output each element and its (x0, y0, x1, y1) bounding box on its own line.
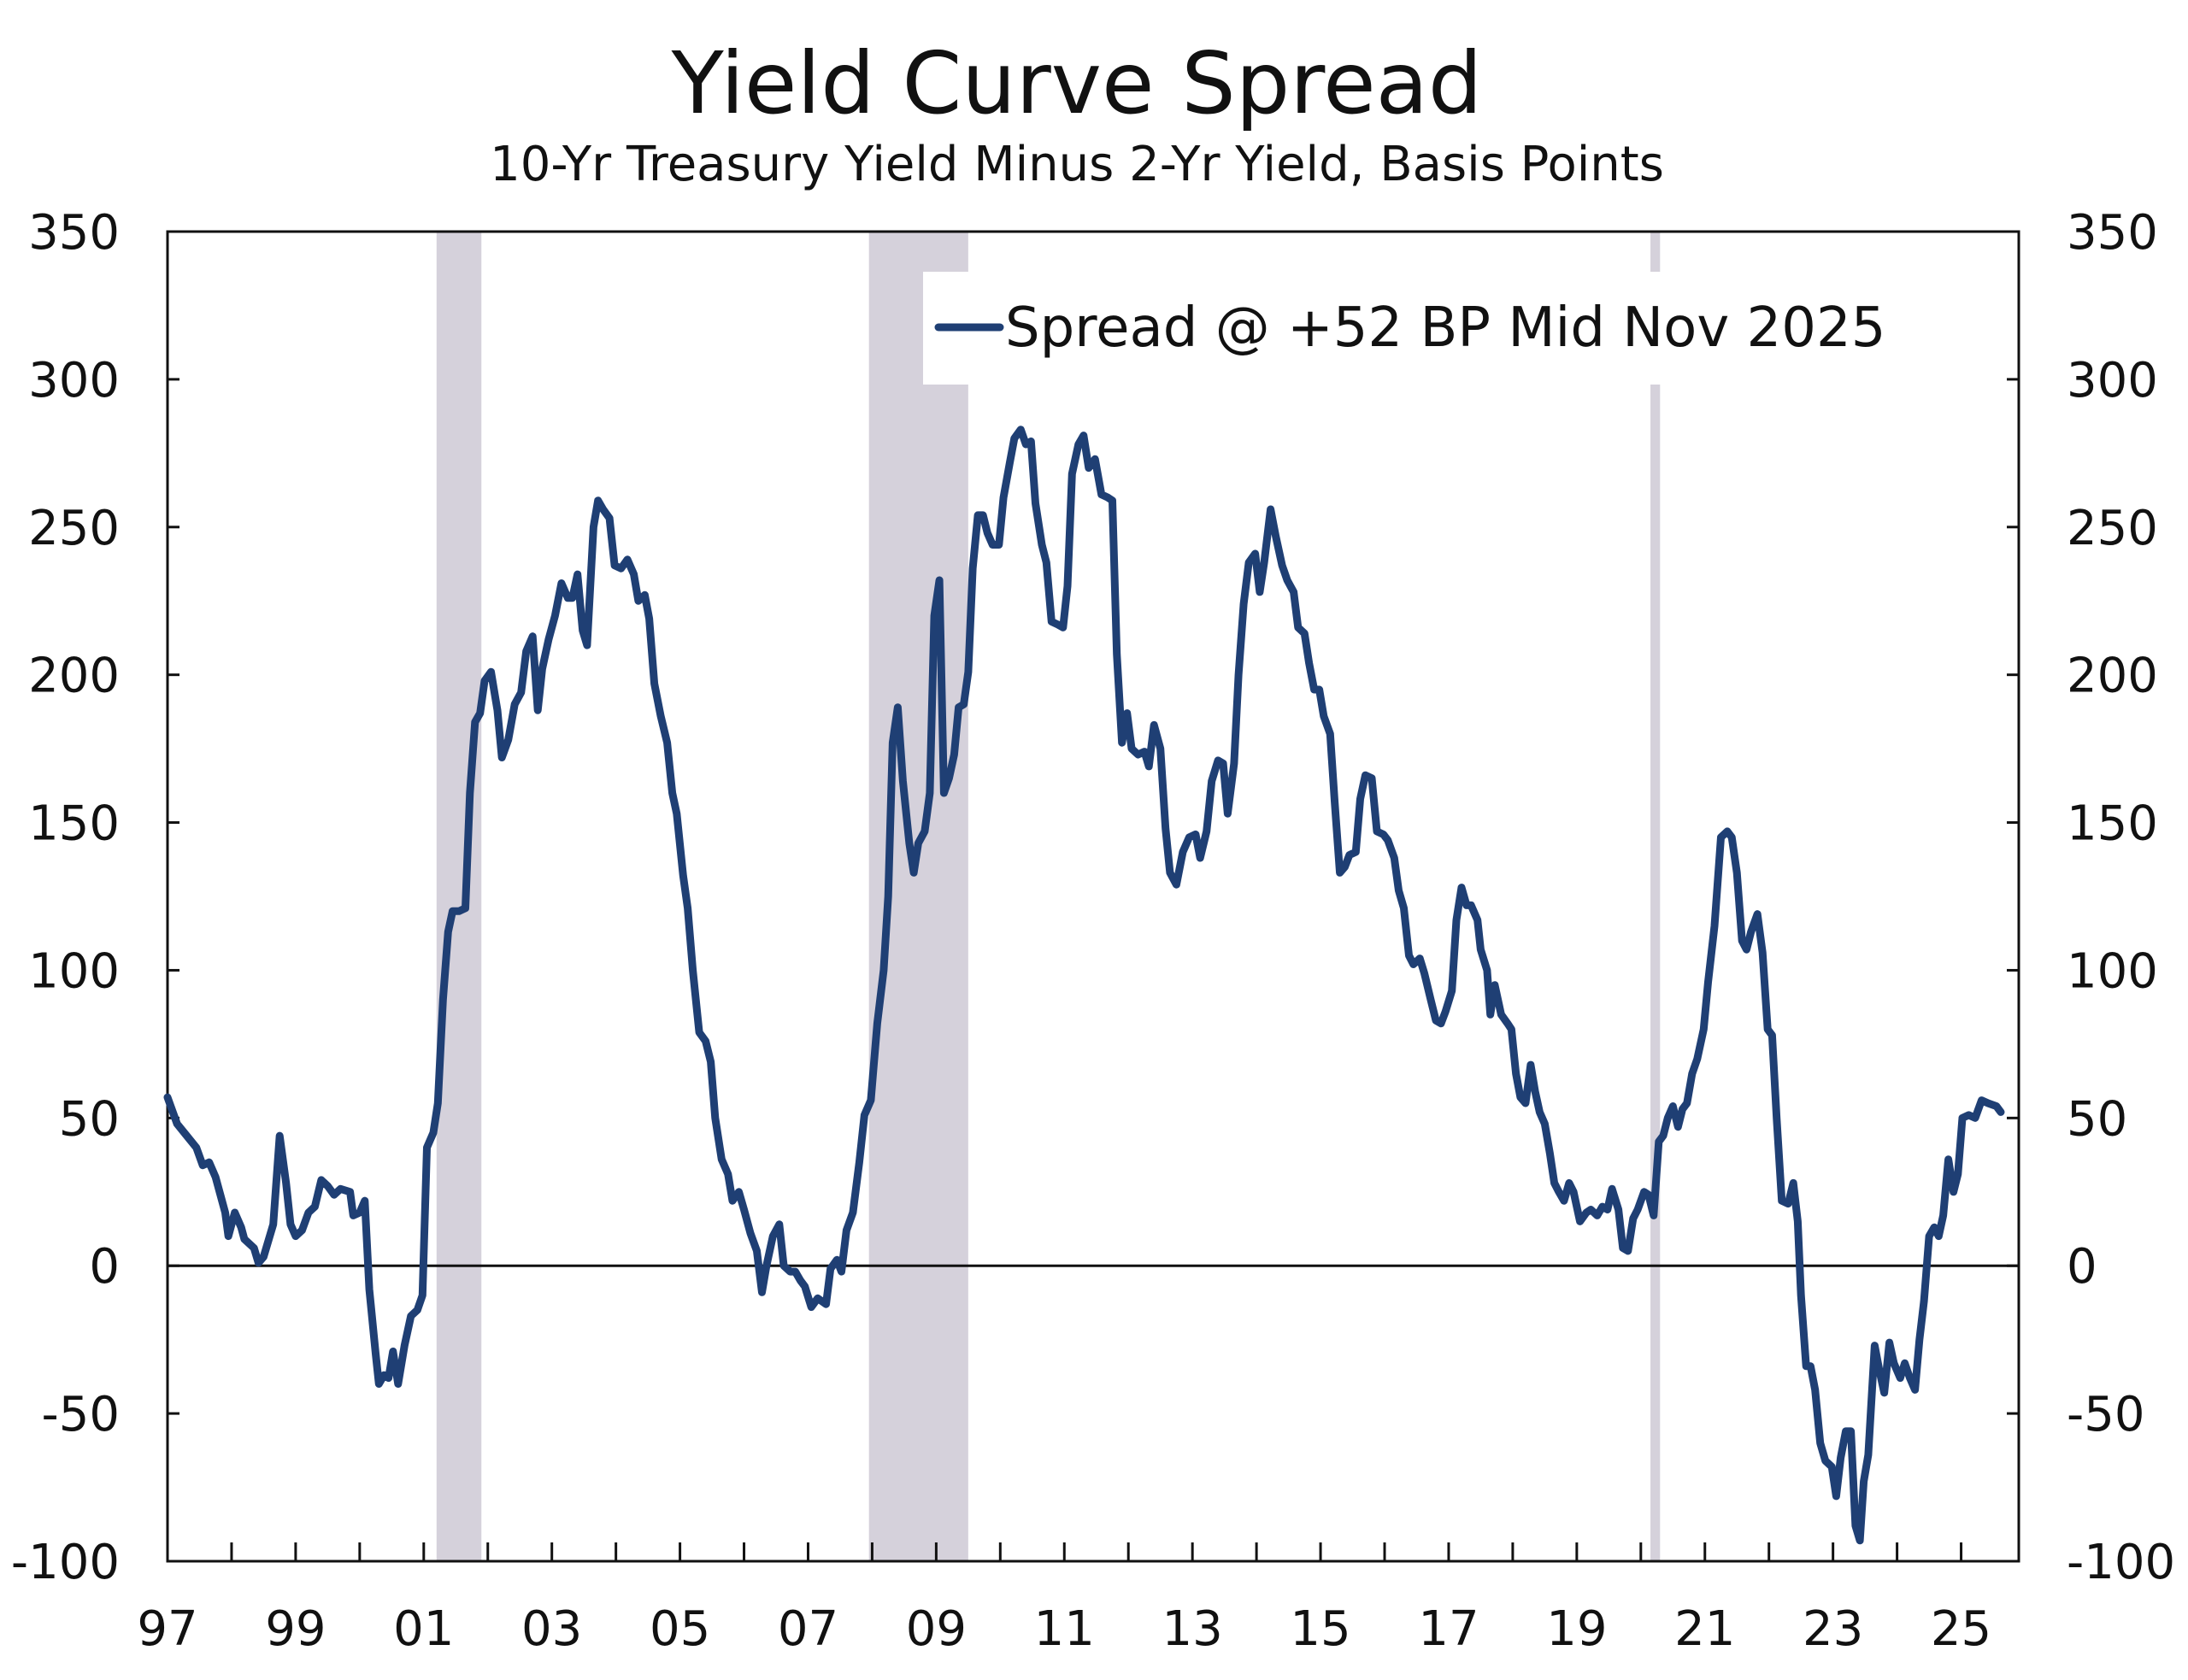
y-tick-label-left: 0 (89, 1239, 120, 1295)
x-tick-label: 09 (906, 1601, 967, 1657)
y-tick-label-right: 50 (2067, 1091, 2127, 1147)
y-tick-label-left: 200 (28, 649, 120, 704)
y-tick-label-right: 250 (2067, 501, 2158, 556)
legend-label: Spread @ +52 BP Mid Nov 2025 (1005, 297, 1885, 360)
y-tick-label-left: -100 (11, 1535, 120, 1590)
y-tick-label-right: 0 (2067, 1239, 2097, 1295)
chart-title: Yield Curve Spread (671, 33, 1483, 133)
y-tick-label-right: 300 (2067, 353, 2158, 408)
x-tick-label: 13 (1162, 1601, 1223, 1657)
recession-band-1 (868, 232, 968, 1561)
recession-band-2 (1650, 232, 1661, 1561)
y-tick-label-left: 150 (28, 796, 120, 852)
plot-frame (166, 230, 2020, 1563)
legend-background (923, 272, 2000, 385)
y-tick-label-left: 50 (59, 1091, 120, 1147)
x-tick-label: 01 (393, 1601, 454, 1657)
recession-bands (436, 232, 1661, 1561)
y-tick-label-right: 350 (2067, 205, 2158, 261)
x-tick-label: 99 (265, 1601, 326, 1657)
recession-band-0 (436, 232, 482, 1561)
y-tick-label-left: 100 (28, 943, 120, 999)
x-tick-label: 21 (1674, 1601, 1735, 1657)
y-tick-label-left: 350 (28, 205, 120, 261)
x-tick-label: 03 (521, 1601, 582, 1657)
chart-subtitle: 10-Yr Treasury Yield Minus 2-Yr Yield, B… (490, 137, 1664, 192)
y-tick-label-right: -50 (2067, 1387, 2144, 1442)
x-tick-label: 05 (650, 1601, 710, 1657)
x-tick-label: 17 (1418, 1601, 1479, 1657)
x-tick-label: 11 (1034, 1601, 1095, 1657)
series-line-spread (163, 426, 2005, 1545)
x-tick-label: 19 (1546, 1601, 1607, 1657)
y-tick-label-right: -100 (2067, 1535, 2175, 1590)
legend: Spread @ +52 BP Mid Nov 2025 (934, 297, 1885, 360)
y-tick-label-left: 300 (28, 353, 120, 408)
y-tick-label-right: 150 (2067, 796, 2158, 852)
x-tick-label: 15 (1290, 1601, 1350, 1657)
y-tick-label-left: -50 (42, 1387, 120, 1442)
x-tick-label: 07 (778, 1601, 838, 1657)
x-tick-label: 23 (1803, 1601, 1863, 1657)
y-tick-label-right: 200 (2067, 649, 2158, 704)
x-tick-label: 25 (1931, 1601, 1991, 1657)
x-tick-label: 97 (137, 1601, 197, 1657)
y-tick-label-left: 250 (28, 501, 120, 556)
series-layer (163, 426, 2005, 1545)
y-tick-label-right: 100 (2067, 943, 2158, 999)
